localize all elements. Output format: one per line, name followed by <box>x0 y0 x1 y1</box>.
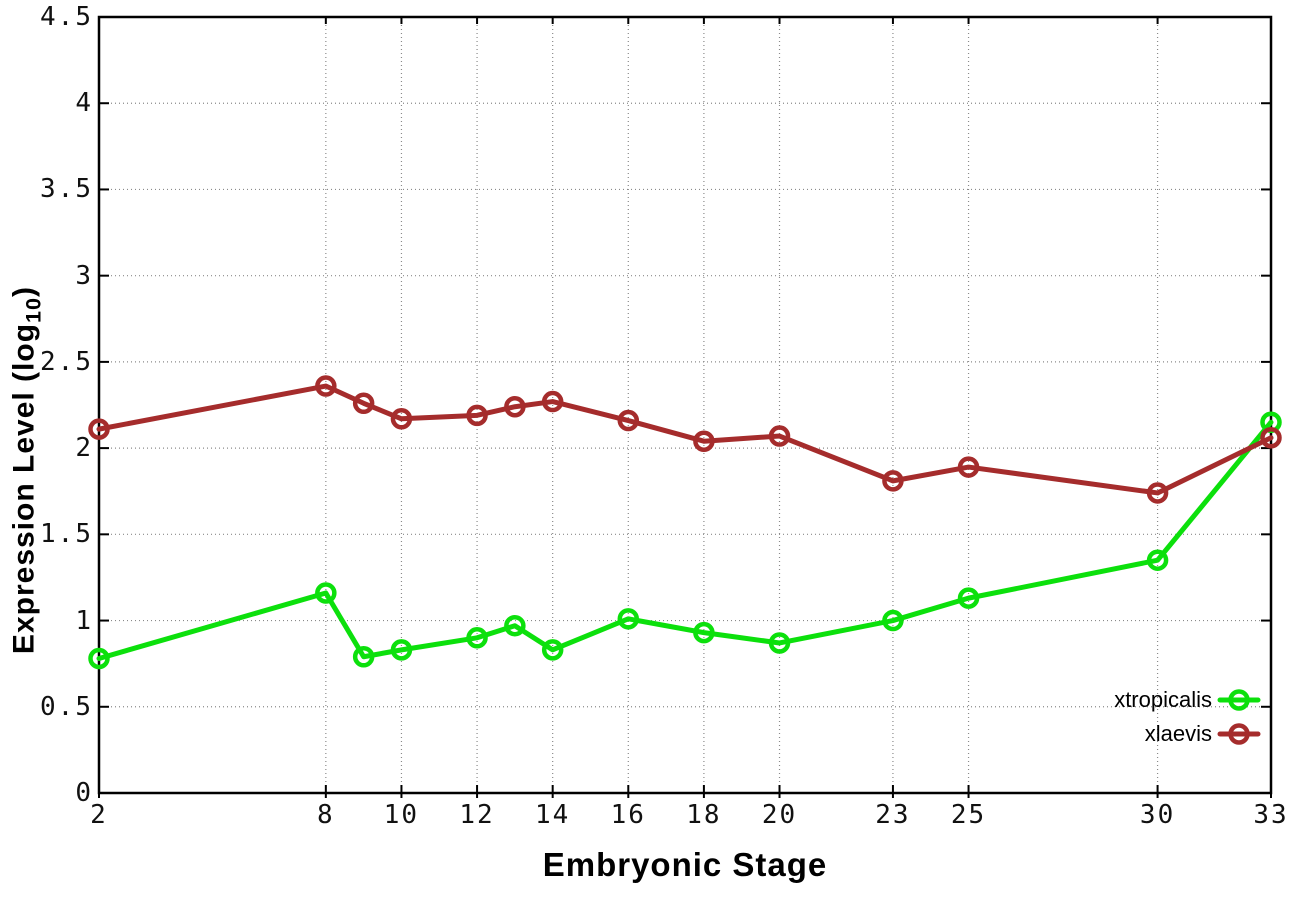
legend <box>1217 689 1261 745</box>
data-point-xlaevis-stage-20 <box>768 425 791 447</box>
data-point-xlaevis-stage-9 <box>352 392 375 415</box>
data-point-xtropicalis-stage-8 <box>315 582 337 604</box>
data-point-xlaevis-stage-16 <box>617 409 640 432</box>
y-tick-label: 4.5 <box>40 2 93 32</box>
x-tick-label: 23 <box>875 800 911 830</box>
x-tick-label: 18 <box>686 800 722 830</box>
y-tick-label: 4 <box>75 88 93 119</box>
series-line-xtropicalis <box>96 419 1274 661</box>
x-tick-label: 14 <box>535 800 571 830</box>
y-axis-label-text: Expression Level (log <box>7 322 41 655</box>
data-point-xlaevis-stage-10 <box>390 408 413 430</box>
data-point-xtropicalis-stage-20 <box>768 632 791 654</box>
x-axis-label: Embryonic Stage <box>542 846 828 883</box>
data-point-xtropicalis-stage-10 <box>390 639 413 661</box>
x-tick-label: 20 <box>761 800 798 830</box>
data-point-xlaevis-stage-12 <box>466 404 488 427</box>
data-point-xtropicalis-stage-23 <box>882 609 904 632</box>
y-tick-label: 1.5 <box>40 519 93 550</box>
y-tick-label: 0.5 <box>40 691 93 722</box>
data-point-xlaevis-stage-2 <box>88 418 110 440</box>
legend-label-xlaevis: xlaevis <box>1144 721 1212 746</box>
y-axis-label-suffix: ) <box>7 285 41 297</box>
series-line-xlaevis <box>96 383 1274 496</box>
data-point-xtropicalis-stage-14 <box>541 639 564 661</box>
data-point-xlaevis-stage-18 <box>693 430 715 452</box>
legend-sample-marker-xtropicalis <box>1228 689 1250 711</box>
series-xlaevis <box>88 375 1282 504</box>
data-point-xlaevis-stage-30 <box>1146 482 1169 504</box>
x-tick-label: 16 <box>610 800 646 830</box>
y-axis-label-subscript: 10 <box>20 296 46 323</box>
data-point-xtropicalis-stage-2 <box>88 647 110 670</box>
data-point-xlaevis-stage-33 <box>1260 427 1282 449</box>
legend-sample-marker-xlaevis <box>1228 723 1250 745</box>
y-tick-label: 0 <box>75 778 93 808</box>
x-tick-label: 2 <box>90 800 108 830</box>
data-point-xlaevis-stage-14 <box>541 390 564 413</box>
data-point-xtropicalis-stage-12 <box>466 627 488 649</box>
x-tick-label: 8 <box>317 800 335 830</box>
y-axis-label: Expression Level (log10) <box>8 286 47 654</box>
data-point-xlaevis-stage-8 <box>315 375 337 397</box>
x-tick-label: 12 <box>459 800 495 830</box>
data-point-xtropicalis-stage-18 <box>693 621 715 644</box>
x-tick-label: 25 <box>950 800 987 830</box>
y-tick-label: 2.5 <box>40 346 93 377</box>
data-point-xtropicalis-stage-30 <box>1146 549 1169 571</box>
plot-border <box>97 15 1273 795</box>
y-tick-label: 1 <box>75 605 93 636</box>
x-tick-label: 30 <box>1139 800 1176 830</box>
y-tick-label: 3 <box>75 260 93 291</box>
data-point-xtropicalis-stage-9 <box>352 646 375 668</box>
data-point-xlaevis-stage-25 <box>957 456 980 478</box>
y-tick-label: 3.5 <box>40 174 93 205</box>
data-point-xtropicalis-stage-25 <box>957 587 980 609</box>
x-tick-label: 10 <box>383 800 420 830</box>
gridlines <box>99 17 1271 793</box>
series-xtropicalis <box>88 411 1282 670</box>
x-tick-label: 33 <box>1253 800 1289 830</box>
data-point-xlaevis-stage-23 <box>882 470 904 492</box>
legend-label-xtropicalis: xtropicalis <box>1114 687 1212 712</box>
data-point-xlaevis-stage-13 <box>504 395 526 418</box>
tick-marks <box>98 16 1272 798</box>
data-point-xtropicalis-stage-13 <box>504 614 526 637</box>
data-point-xtropicalis-stage-16 <box>617 608 640 630</box>
y-tick-label: 2 <box>75 433 93 464</box>
